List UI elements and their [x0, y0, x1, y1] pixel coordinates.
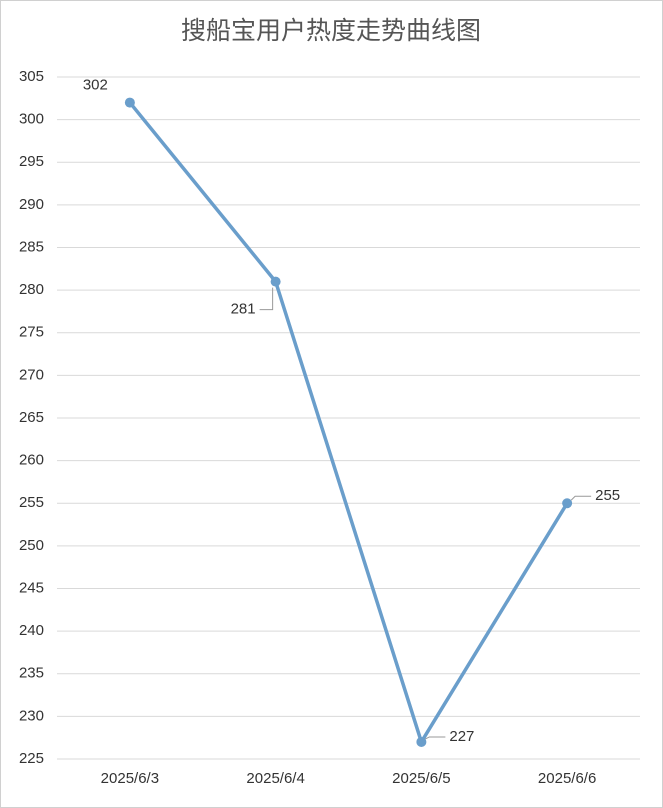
data-label: 281 [231, 301, 256, 318]
y-tick-label: 235 [19, 665, 44, 682]
data-point [124, 97, 135, 108]
leader-line [425, 736, 446, 740]
y-tick-label: 305 [19, 68, 44, 85]
data-line [128, 101, 569, 744]
y-tick-label: 285 [19, 238, 44, 255]
leader-line [570, 495, 592, 501]
data-label: 255 [595, 487, 620, 504]
data-label: 227 [449, 728, 474, 745]
y-tick-label: 265 [19, 409, 44, 426]
y-tick-label: 290 [19, 196, 44, 213]
x-tick-label: 2025/6/4 [246, 770, 304, 787]
data-point [270, 276, 281, 287]
y-tick-label: 255 [19, 494, 44, 511]
chart-title: 搜船宝用户热度走势曲线图 [181, 16, 481, 45]
x-tick-label: 2025/6/5 [392, 770, 450, 787]
y-tick-label: 280 [19, 281, 44, 298]
y-tick-label: 275 [19, 324, 44, 341]
y-tick-label: 260 [19, 452, 44, 469]
y-tick-label: 225 [19, 750, 44, 767]
y-tick-label: 295 [19, 153, 44, 170]
x-tick-label: 2025/6/3 [101, 770, 159, 787]
y-tick-label: 250 [19, 537, 44, 554]
y-tick-label: 230 [19, 707, 44, 724]
y-tick-label: 300 [19, 111, 44, 128]
data-point [562, 498, 573, 509]
y-tick-label: 270 [19, 366, 44, 383]
data-point [416, 736, 427, 747]
data-label: 302 [83, 77, 108, 94]
y-tick-label: 245 [19, 579, 44, 596]
y-tick-label: 240 [19, 622, 44, 639]
x-tick-label: 2025/6/6 [538, 770, 596, 787]
leader-line [259, 287, 274, 311]
